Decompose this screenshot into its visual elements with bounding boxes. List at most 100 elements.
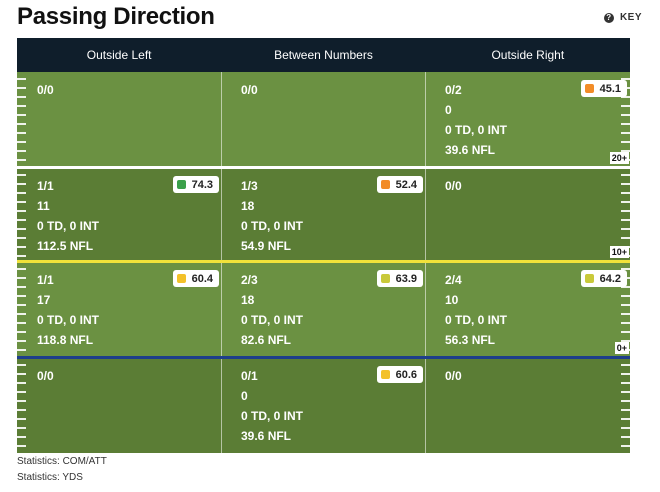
- yards-value: 0: [241, 389, 248, 403]
- grade-value: 60.6: [395, 368, 417, 381]
- com-att-value: 2/4: [445, 273, 462, 287]
- grade-color-swatch: [380, 274, 390, 283]
- key-button[interactable]: ? KEY: [603, 12, 642, 23]
- footer-stat-com-att: Statistics: COM/ATT: [17, 456, 107, 467]
- zone-cell-intermediate-outside-right: 0/0: [445, 176, 462, 196]
- com-att-value: 0/0: [37, 369, 54, 383]
- grade-value: 63.9: [395, 272, 417, 285]
- yards-value: 18: [241, 293, 255, 307]
- com-att-value: 1/3: [241, 179, 258, 193]
- grade-color-swatch: [380, 370, 390, 379]
- grade-color-swatch: [380, 180, 390, 189]
- column-separator: [425, 72, 426, 166]
- grade-badge: 52.4: [376, 176, 423, 193]
- com-att-value: 1/1: [37, 273, 54, 287]
- column-separator: [221, 72, 222, 166]
- grade-badge: 60.4: [172, 270, 219, 287]
- zone-cell-short-between-numbers: 2/3 18 0 TD, 0 INT 82.6 NFL: [241, 270, 303, 350]
- column-header-outside-left: Outside Left: [86, 48, 152, 62]
- yards-value: 10: [445, 293, 459, 307]
- zone-behind-los: 0/0 0/1 0 0 TD, 0 INT 39.6 NFL 60.6 0/0: [17, 358, 630, 453]
- grade-badge: 45.1: [580, 80, 627, 97]
- zone-cell-deep-outside-right: 0/2 0 0 TD, 0 INT 39.6 NFL: [445, 80, 507, 160]
- zone-cell-deep-between-numbers: 0/0: [241, 80, 258, 100]
- page-title: Passing Direction: [17, 3, 215, 30]
- com-att-value: 0/2: [445, 83, 462, 97]
- zone-intermediate: 1/1 11 0 TD, 0 INT 112.5 NFL 74.3 1/3 18 0 TD, …: [17, 168, 630, 260]
- hash-marks-left: [17, 262, 26, 356]
- com-att-value: 0/0: [37, 83, 54, 97]
- td-int-value: 0 TD, 0 INT: [37, 219, 100, 233]
- passing-field: 0/0 0/0 0/2 0 0 TD, 0 INT 39.6 NFL 45.1 20+ 1/1 1…: [17, 72, 630, 453]
- zone-short: 1/1 17 0 TD, 0 INT 118.8 NFL 60.4 2/3 18 0 TD, …: [17, 262, 630, 356]
- zone-cell-short-outside-right: 2/4 10 0 TD, 0 INT 56.3 NFL: [445, 270, 507, 350]
- zone-cell-behind-los-outside-right: 0/0: [445, 366, 462, 386]
- com-att-value: 1/1: [37, 179, 54, 193]
- column-header-between-numbers: Between Numbers: [274, 48, 373, 62]
- column-separator: [221, 358, 222, 453]
- grade-badge: 60.6: [376, 366, 423, 383]
- grade-value: 64.2: [599, 272, 621, 285]
- column-separator: [425, 168, 426, 260]
- td-int-value: 0 TD, 0 INT: [241, 219, 304, 233]
- yards-value: 11: [37, 199, 50, 213]
- grade-value: 45.1: [599, 82, 621, 95]
- column-separator: [221, 262, 222, 356]
- grade-badge: 74.3: [172, 176, 219, 193]
- nfl-rating-value: 39.6 NFL: [445, 143, 496, 157]
- zone-divider-line: [17, 260, 630, 263]
- grade-badge: 64.2: [580, 270, 627, 287]
- zone-cell-short-outside-left: 1/1 17 0 TD, 0 INT 118.8 NFL: [37, 270, 99, 350]
- column-separator: [425, 358, 426, 453]
- nfl-rating-value: 54.9 NFL: [241, 239, 292, 253]
- grade-value: 60.4: [191, 272, 213, 285]
- zone-cell-behind-los-outside-left: 0/0: [37, 366, 54, 386]
- nfl-rating-value: 82.6 NFL: [241, 333, 292, 347]
- yards-value: 0: [445, 103, 452, 117]
- zone-deep: 0/0 0/0 0/2 0 0 TD, 0 INT 39.6 NFL 45.1 20+: [17, 72, 630, 166]
- nfl-rating-value: 112.5 NFL: [37, 239, 94, 253]
- footer-stat-yds: Statistics: YDS: [17, 472, 83, 483]
- com-att-value: 0/0: [445, 369, 462, 383]
- yard-marker: 10+: [609, 246, 629, 258]
- hash-marks-right: [621, 358, 630, 453]
- zone-divider-line: [17, 356, 630, 359]
- grade-color-swatch: [176, 180, 186, 189]
- column-header: Outside Left Between Numbers Outside Rig…: [17, 38, 630, 72]
- td-int-value: 0 TD, 0 INT: [241, 409, 304, 423]
- yard-marker: 20+: [609, 152, 629, 164]
- td-int-value: 0 TD, 0 INT: [445, 313, 508, 327]
- td-int-value: 0 TD, 0 INT: [37, 313, 100, 327]
- nfl-rating-value: 56.3 NFL: [445, 333, 496, 347]
- hash-marks-left: [17, 358, 26, 453]
- td-int-value: 0 TD, 0 INT: [445, 123, 508, 137]
- zone-divider-line: [17, 166, 630, 169]
- com-att-value: 0/0: [241, 83, 258, 97]
- column-separator: [221, 168, 222, 260]
- com-att-value: 0/0: [445, 179, 462, 193]
- grade-badge: 63.9: [376, 270, 423, 287]
- hash-marks-left: [17, 72, 26, 166]
- grade-color-swatch: [584, 274, 594, 283]
- yards-value: 17: [37, 293, 51, 307]
- hash-marks-left: [17, 168, 26, 260]
- zone-cell-behind-los-between-numbers: 0/1 0 0 TD, 0 INT 39.6 NFL: [241, 366, 303, 446]
- grade-color-swatch: [584, 84, 594, 93]
- com-att-value: 0/1: [241, 369, 258, 383]
- grade-value: 52.4: [395, 178, 417, 191]
- help-icon: ?: [603, 12, 614, 23]
- column-separator: [425, 262, 426, 356]
- nfl-rating-value: 39.6 NFL: [241, 429, 292, 443]
- yard-marker: 0+: [614, 342, 629, 354]
- key-label: KEY: [619, 12, 642, 23]
- td-int-value: 0 TD, 0 INT: [241, 313, 304, 327]
- grade-color-swatch: [176, 274, 186, 283]
- column-header-outside-right: Outside Right: [491, 48, 565, 62]
- zone-cell-intermediate-outside-left: 1/1 11 0 TD, 0 INT 112.5 NFL: [37, 176, 99, 256]
- grade-value: 74.3: [191, 178, 213, 191]
- nfl-rating-value: 118.8 NFL: [37, 333, 94, 347]
- zone-cell-intermediate-between-numbers: 1/3 18 0 TD, 0 INT 54.9 NFL: [241, 176, 303, 256]
- com-att-value: 2/3: [241, 273, 258, 287]
- yards-value: 18: [241, 199, 255, 213]
- zone-cell-deep-outside-left: 0/0: [37, 80, 54, 100]
